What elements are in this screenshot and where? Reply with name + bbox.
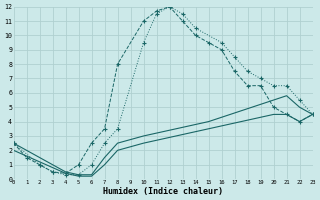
X-axis label: Humidex (Indice chaleur): Humidex (Indice chaleur) [103, 187, 223, 196]
